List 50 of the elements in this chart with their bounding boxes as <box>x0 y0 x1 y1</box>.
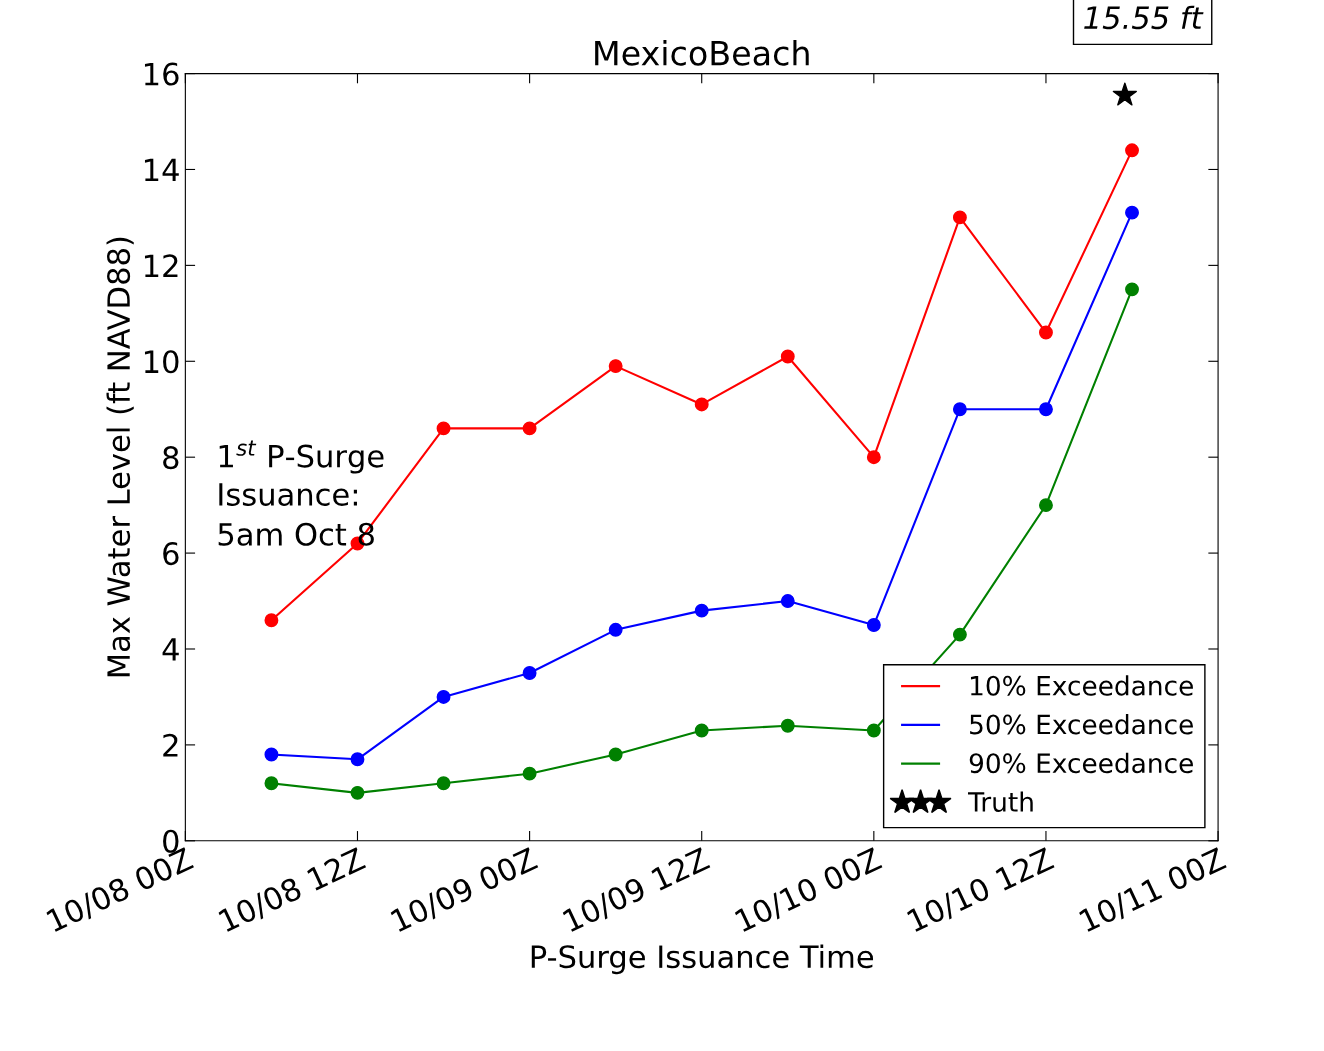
legend-label: 10% Exceedance <box>970 675 1193 696</box>
y-tick-label: 12 <box>144 254 178 277</box>
point <box>264 747 279 762</box>
y-tick-label: 2 <box>163 733 178 757</box>
point <box>1039 402 1053 417</box>
text: 15.55 ft <box>1084 5 1204 30</box>
point <box>866 723 881 738</box>
point <box>694 603 709 618</box>
x-axis-title: P-Surge Issuance Time <box>531 944 874 975</box>
point <box>952 210 967 225</box>
point <box>522 666 537 680</box>
point <box>1125 143 1139 158</box>
y-tick-label: 16 <box>144 62 179 86</box>
point <box>952 627 967 642</box>
point <box>350 785 365 800</box>
y-tick-label: 8 <box>163 446 179 470</box>
point <box>1125 282 1139 297</box>
point <box>1039 498 1053 513</box>
y-tick-label: 10 <box>144 350 179 374</box>
point <box>436 421 451 436</box>
legend-label: Truth <box>968 791 1033 812</box>
point <box>608 359 623 374</box>
point <box>952 402 967 417</box>
point <box>522 766 537 781</box>
point <box>866 450 881 465</box>
point <box>1125 205 1139 220</box>
point <box>264 613 279 628</box>
point <box>694 397 709 412</box>
point <box>780 718 795 733</box>
point <box>780 349 795 364</box>
annotation: 1$^{st}$ P-Surge <box>219 440 384 474</box>
y-tick-label: 14 <box>144 158 179 182</box>
y-axis-title: Max Water Level (ft NAVD88) <box>106 237 134 677</box>
chart-title: MexicoBeach <box>595 39 809 66</box>
y-tick-label: 4 <box>162 638 179 661</box>
point <box>350 752 365 767</box>
y-tick-label: 6 <box>163 542 179 566</box>
point <box>694 723 709 738</box>
annotation: Issuance: <box>219 483 357 506</box>
point <box>522 421 537 436</box>
point <box>608 622 623 637</box>
point <box>1039 325 1053 340</box>
point <box>780 594 795 608</box>
point <box>436 776 451 791</box>
legend-label: 90% Exceedance <box>969 752 1193 774</box>
point <box>866 618 881 632</box>
legend-label: 50% Exceedance <box>970 714 1193 735</box>
point <box>264 776 279 791</box>
point <box>436 689 451 704</box>
point <box>608 747 623 762</box>
